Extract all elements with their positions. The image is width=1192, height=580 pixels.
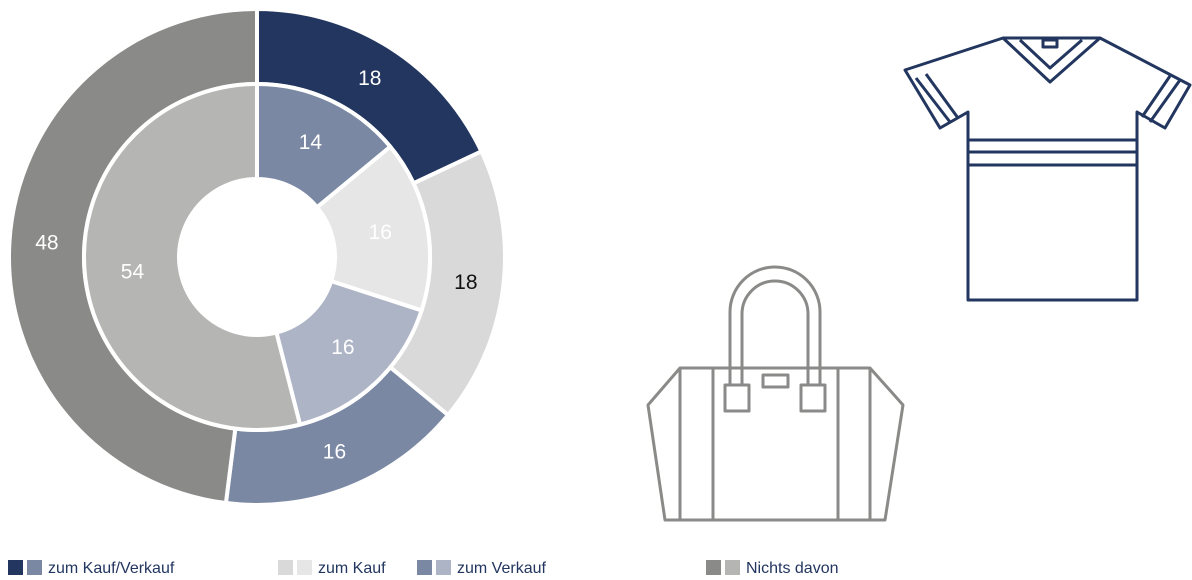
- bag-icon: [646, 265, 905, 522]
- donut-segment: [82, 81, 303, 432]
- legend-label: Nichts davon: [746, 560, 839, 577]
- legend-label: zum Kauf/Verkauf: [48, 560, 175, 577]
- legend-swatch: [417, 560, 432, 575]
- segment-label: 16: [369, 221, 392, 244]
- legend-swatch: [8, 560, 23, 575]
- segment-label: 16: [323, 440, 346, 463]
- tshirt-icon: [903, 36, 1192, 302]
- legend-label: zum Verkauf: [457, 560, 546, 577]
- segment-label: 54: [121, 260, 145, 283]
- donut-segment: [314, 143, 432, 313]
- segment-label: 48: [35, 231, 58, 254]
- segment-label: 14: [299, 131, 323, 154]
- segment-label: 18: [358, 67, 381, 90]
- legend-swatch: [297, 560, 312, 575]
- segment-label: 18: [454, 271, 477, 294]
- donut-segment: [273, 278, 425, 428]
- segment-label: 16: [331, 336, 354, 359]
- legend-swatch: [436, 560, 451, 575]
- legend-swatch: [27, 560, 42, 575]
- legend-label: zum Kauf: [318, 560, 386, 577]
- legend-swatch: [706, 560, 721, 575]
- legend-swatch: [278, 560, 293, 575]
- legend-swatch: [725, 560, 740, 575]
